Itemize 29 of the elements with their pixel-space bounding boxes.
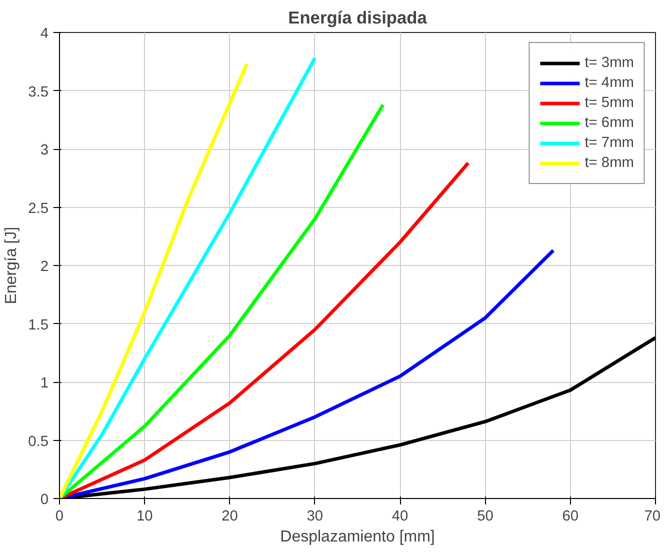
x-tick-label: 60 — [562, 508, 579, 524]
legend-label: t= 6mm — [584, 115, 634, 131]
legend-label: t= 5mm — [584, 95, 634, 111]
y-tick-label: 3 — [40, 142, 49, 158]
y-tick-label: 1.5 — [28, 317, 48, 334]
legend-label: t= 3mm — [584, 55, 634, 71]
legend-label: t= 4mm — [584, 75, 634, 91]
y-tick-label: 0 — [40, 492, 49, 508]
y-tick-label: 2 — [40, 259, 49, 275]
y-tick-label: 3.5 — [28, 84, 48, 100]
chart-title: Energía disipada — [288, 8, 428, 28]
x-tick-label: 70 — [644, 508, 661, 524]
y-axis-title: Energía [J] — [3, 226, 20, 304]
x-tick-label: 50 — [477, 508, 494, 524]
x-axis-title: Desplazamiento [mm] — [280, 528, 435, 546]
x-tick-label: 10 — [136, 508, 153, 524]
x-tick-label: 20 — [222, 508, 238, 524]
x-tick-label: 0 — [55, 508, 64, 524]
y-tick-label: 4 — [40, 26, 49, 42]
line-series — [60, 56, 317, 498]
x-tick-label: 40 — [392, 508, 408, 524]
line-series — [60, 102, 385, 498]
legend-label: t= 7mm — [584, 135, 634, 151]
legend-label: t= 8mm — [584, 155, 634, 171]
y-tick-label: 1 — [40, 376, 49, 392]
y-tick-label: 0.5 — [28, 434, 48, 450]
line-series — [60, 62, 249, 498]
x-tick-label: 30 — [306, 508, 324, 524]
y-tick-label: 2.5 — [28, 200, 48, 217]
